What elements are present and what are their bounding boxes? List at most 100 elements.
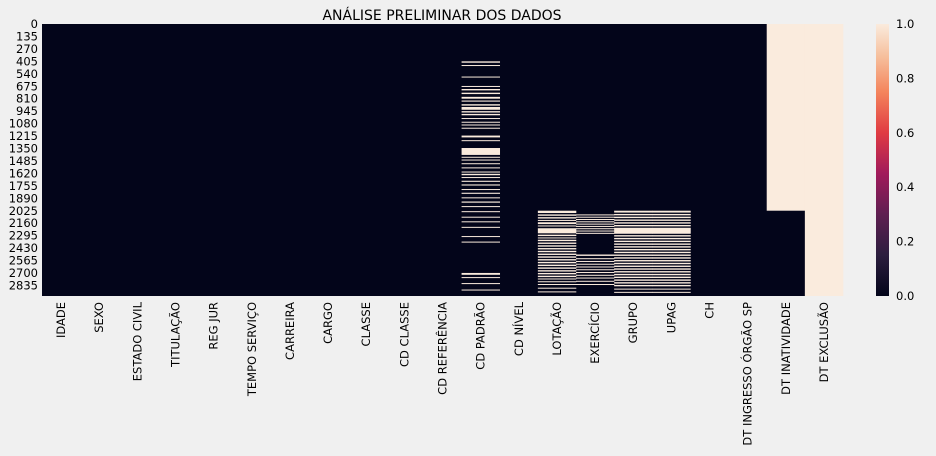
x-tick-label: LOTAÇÃO — [549, 302, 564, 356]
heatmap-cell-13-18 — [537, 264, 577, 267]
heatmap-cell-14-0 — [576, 214, 615, 216]
heatmap-cell-14-2 — [576, 219, 615, 221]
heatmap-cell-11-1 — [461, 65, 501, 67]
heatmap-cell-11-37 — [461, 236, 501, 238]
y-tick-label: 1620 — [9, 166, 38, 180]
heatmap-cell-15-2 — [614, 216, 653, 219]
heatmap-cell-11-20 — [461, 159, 501, 161]
heatmap-cell-15-14 — [614, 254, 653, 256]
heatmap-cell-13-23 — [537, 278, 577, 280]
heatmap-cell-11-25 — [461, 177, 501, 179]
colorbar-ticks: 0.0 0.2 0.4 0.6 0.8 1.0 — [896, 17, 914, 303]
heatmap-cell-14-13 — [576, 266, 615, 268]
x-tick-label: DT EXCLUSÃO — [816, 302, 831, 382]
heatmap-plot-area — [42, 24, 844, 296]
heatmap-cell-16-9 — [652, 240, 691, 243]
heatmap-cell-11-28 — [461, 189, 501, 191]
heatmap-cell-13-25 — [537, 284, 577, 286]
heatmap-cell-13-24 — [537, 281, 577, 283]
heatmap-cell-16-14 — [652, 254, 691, 256]
heatmap-cell-16-12 — [652, 248, 691, 251]
y-tick-label: 405 — [16, 54, 38, 68]
x-tick-label: CD PADRÃO — [473, 302, 488, 370]
heatmap-cell-13-6 — [537, 228, 577, 234]
heatmap-cell-11-3 — [461, 85, 501, 87]
colorbar-tick-label: 0.2 — [896, 235, 914, 249]
heatmap-cell-15-12 — [614, 248, 653, 251]
heatmap-cell-13-27 — [537, 291, 577, 293]
y-tick-label: 0 — [31, 17, 38, 31]
heatmap-cell-13-26 — [537, 287, 577, 289]
heatmap-cell-14-5 — [576, 225, 615, 227]
heatmap-cell-13-13 — [537, 250, 577, 253]
heatmap-cell-11-6 — [461, 96, 501, 99]
heatmap-cell-14-6 — [576, 228, 615, 230]
heatmap-cell-13-21 — [537, 272, 577, 275]
heatmap-cell-13-12 — [537, 248, 577, 250]
heatmap-cell-13-4 — [537, 222, 577, 225]
x-tick-label: CH — [703, 302, 717, 319]
heatmap-cell-14-3 — [576, 221, 615, 223]
y-tick-label: 1755 — [9, 179, 38, 193]
heatmap-cell-13-1 — [537, 214, 577, 216]
heatmap-cell-11-13 — [461, 121, 501, 123]
heatmap-cell-11-30 — [461, 197, 501, 199]
heatmap-cell-11-7 — [461, 100, 501, 102]
heatmap-cell-16-5 — [652, 225, 691, 227]
heatmap-cell-16-21 — [652, 273, 691, 276]
heatmap-cell-11-18 — [461, 148, 501, 155]
heatmap-cell-13-10 — [537, 242, 577, 244]
x-tick-label: DT INGRESSO ÓRGÃO SP — [740, 302, 755, 446]
heatmap-cell-13-17 — [537, 261, 577, 264]
heatmap-cell-16-11 — [652, 246, 691, 248]
heatmap-cell-14-1 — [576, 216, 615, 218]
x-tick-label: GRUPO — [626, 302, 640, 343]
heatmap-cell-15-10 — [614, 243, 653, 245]
heatmap-cell-15-1 — [614, 213, 653, 216]
heatmap-cell-11-11 — [461, 113, 501, 116]
heatmap-cell-11-26 — [461, 180, 501, 182]
heatmap-cell-13-7 — [537, 234, 577, 237]
colorbar-tick-label: 0.0 — [896, 289, 914, 303]
x-tick-label: CARGO — [321, 302, 335, 344]
heatmap-cell-11-31 — [461, 201, 501, 203]
heatmap-cell-16-2 — [652, 216, 691, 219]
heatmap-cell-15-18 — [614, 265, 653, 267]
heatmap-cell-11-0 — [461, 61, 501, 63]
heatmap-cell-15-11 — [614, 246, 653, 248]
heatmap-cell-11-14 — [461, 124, 501, 126]
y-tick-label: 945 — [16, 104, 38, 118]
heatmap-cell-16-27 — [652, 291, 691, 293]
y-tick-label: 2160 — [9, 216, 38, 230]
heatmap-cell-11-27 — [461, 184, 501, 186]
heatmap-cell-11-21 — [461, 163, 501, 165]
colorbar — [876, 24, 889, 296]
y-tick-label: 675 — [16, 79, 38, 93]
heatmap-cell-13-15 — [537, 256, 577, 258]
heatmap-cell-14-19 — [576, 284, 615, 286]
heatmap-cell-14-10 — [576, 258, 615, 260]
heatmap-cell-15-25 — [614, 284, 653, 287]
heatmap-cell-15-19 — [614, 268, 653, 270]
y-tick-label: 810 — [16, 92, 38, 106]
heatmap-cell-11-19 — [461, 156, 501, 158]
heatmap-cell-14-17 — [576, 277, 615, 279]
heatmap-cell-16-6 — [652, 227, 691, 234]
x-tick-label: REG JUR — [207, 302, 221, 350]
heatmap-cell-14-7 — [576, 230, 615, 232]
heatmap-cell-15-22 — [614, 276, 653, 279]
heatmap-cell-15-21 — [614, 273, 653, 276]
heatmap-cell-14-9 — [576, 254, 615, 256]
heatmap-cell-16-26 — [652, 288, 691, 290]
heatmap-cell-16-1 — [652, 213, 691, 216]
heatmap-cell-11-24 — [461, 173, 501, 176]
x-tick-label: CLASSE — [359, 302, 373, 346]
heatmap-cell-15-3 — [614, 219, 653, 221]
y-tick-label: 2565 — [9, 254, 38, 268]
heatmap-cell-11-8 — [461, 104, 501, 106]
heatmap-cell-13-11 — [537, 245, 577, 247]
heatmap-cell-16-10 — [652, 243, 691, 245]
heatmap-cell-13-3 — [537, 219, 577, 221]
y-tick-label: 1485 — [9, 154, 38, 168]
